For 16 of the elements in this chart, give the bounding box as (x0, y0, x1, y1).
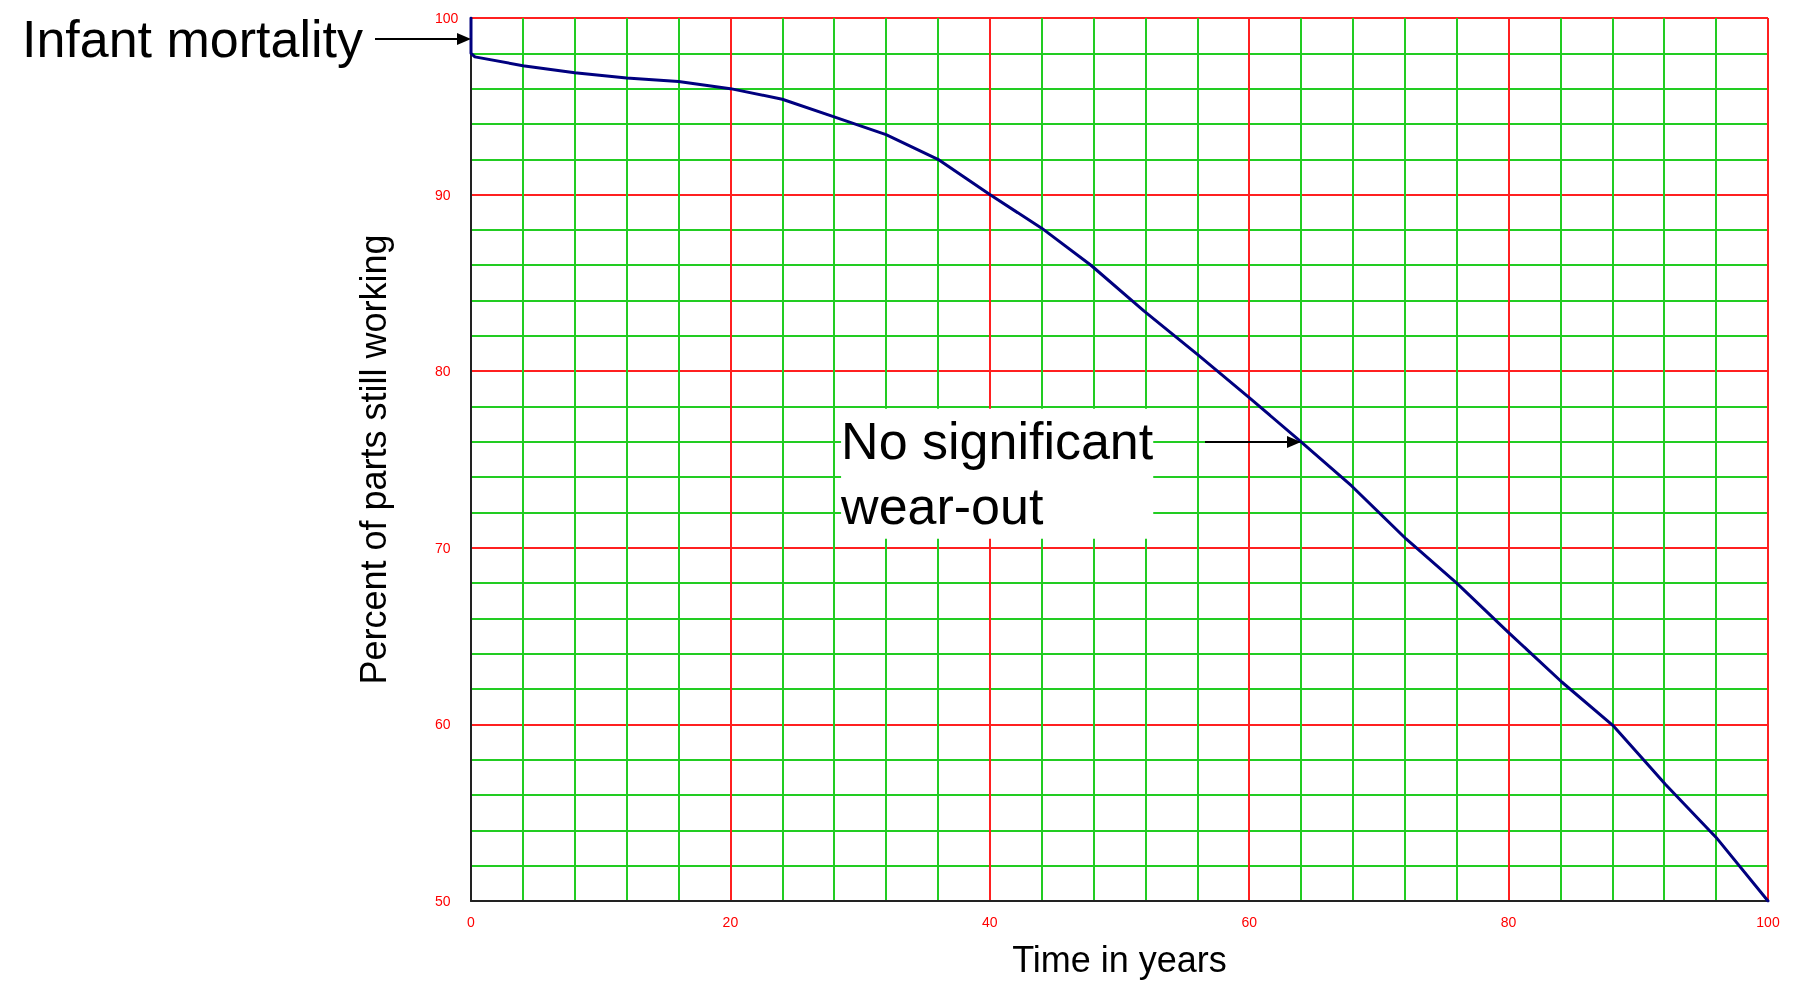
x-tick-label: 80 (1500, 914, 1517, 930)
annotation: No significant wear-out (840, 412, 1154, 536)
x-tick-label: 40 (982, 914, 998, 930)
y-tick-label: 80 (435, 363, 451, 380)
annotation: Infant mortality (21, 9, 363, 68)
x-tick-label: 20 (722, 914, 739, 930)
y-tick-label: 90 (435, 186, 451, 203)
x-tick-label: 60 (1241, 914, 1258, 930)
x-tick-label: 0 (467, 914, 476, 930)
x-axis-title: Time in years (1012, 938, 1227, 980)
x-tick-label: 100 (1756, 914, 1780, 930)
y-tick-label: 100 (435, 10, 459, 26)
y-tick-label: 60 (435, 716, 451, 733)
y-axis-title: Percent of parts still working (352, 234, 394, 685)
y-tick-label: 50 (435, 893, 451, 909)
y-tick-label: 70 (435, 539, 451, 556)
